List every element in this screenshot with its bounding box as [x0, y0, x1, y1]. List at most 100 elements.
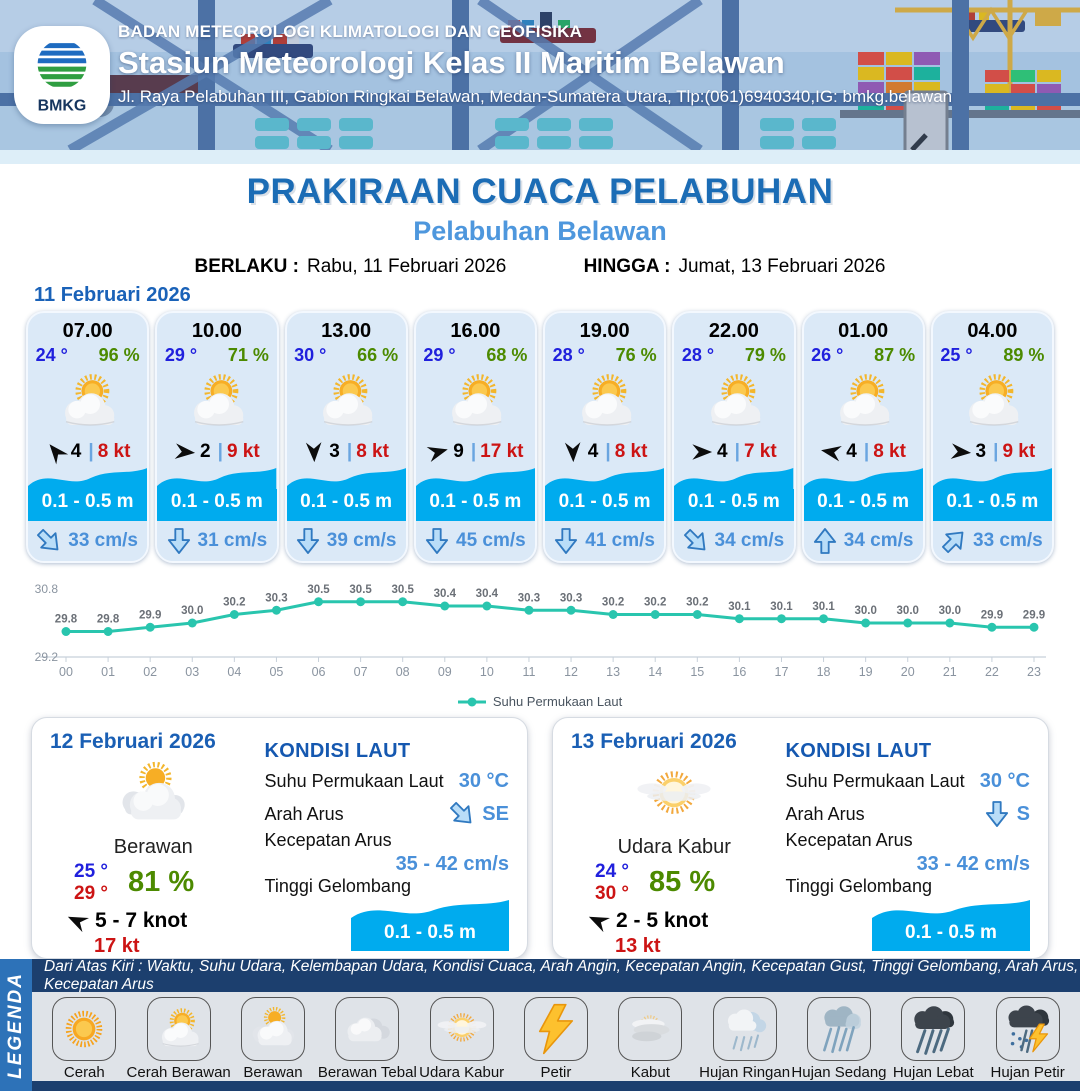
daily-card: 12 Februari 2026 Berawan 25 ° 29 ° 81 % …: [31, 717, 528, 959]
wind-force: 4: [846, 441, 857, 462]
current-direction-icon: [677, 523, 714, 560]
wave-height: 0.1 - 0.5 m: [545, 489, 665, 521]
legend-item: Hujan Lebat: [887, 997, 979, 1081]
forecast-card: 04.00 25 ° 89 % 3 | 9 kt 0.1 - 0.5 m 33 c…: [930, 311, 1054, 563]
temperature: 30 °: [294, 345, 327, 365]
weather-icon: [565, 367, 645, 437]
forecast-card: 16.00 29 ° 68 % 9 | 17 kt 0.1 - 0.5 m 45 …: [413, 311, 537, 563]
svg-text:30.8: 30.8: [35, 582, 59, 596]
temperature: 29 °: [164, 345, 198, 365]
wind-range: 2 - 5 knot: [616, 908, 709, 932]
sst-value: 30 °C: [458, 770, 509, 792]
forecast-time: 07.00: [62, 320, 113, 342]
daily-date: 12 Februari 2026: [50, 730, 216, 753]
svg-text:29.8: 29.8: [97, 614, 120, 626]
svg-text:12: 12: [564, 665, 578, 679]
svg-text:16: 16: [732, 665, 746, 679]
wind-force: 3: [975, 441, 987, 462]
separator: |: [863, 441, 870, 462]
current-speed: 31 cm/s: [197, 530, 268, 551]
petir-icon: [523, 997, 588, 1061]
hujan-sedang-icon: [806, 997, 871, 1061]
legend-item-label: Hujan Ringan: [699, 1064, 791, 1081]
wind-direction-icon: [949, 440, 973, 464]
wind-direction-icon: [173, 440, 197, 464]
svg-text:01: 01: [101, 665, 115, 679]
hourly-forecast-row: 07.00 24 ° 96 % 4 | 8 kt 0.1 - 0.5 m 33 c…: [0, 309, 1080, 563]
page-title: PRAKIRAAN CUACA PELABUHAN: [246, 172, 834, 211]
legend-caption: Dari Atas Kiri : Waktu, Suhu Udara, Kele…: [32, 958, 1080, 993]
legend-series-label: Suhu Permukaan Laut: [492, 694, 623, 709]
wind-direction-icon: [583, 906, 612, 935]
wave-height-box: 0.1 - 0.5 m: [871, 897, 1030, 951]
wave-height-label: Tinggi Gelombang: [264, 876, 411, 896]
wave-height: 0.1 - 0.5 m: [932, 489, 1052, 521]
separator: |: [88, 441, 94, 462]
wave-height: 0.1 - 0.5 m: [157, 489, 277, 521]
humidity: 85 %: [649, 866, 716, 899]
cerah-berawan-icon: [146, 997, 211, 1061]
forecast-card: 22.00 28 ° 79 % 4 | 7 kt 0.1 - 0.5 m 34 c…: [672, 311, 796, 563]
svg-text:30.4: 30.4: [434, 588, 457, 600]
forecast-card: 10.00 29 ° 71 % 2 | 9 kt 0.1 - 0.5 m 31 c…: [155, 311, 279, 563]
svg-text:06: 06: [312, 665, 326, 679]
wave-icon: [803, 468, 923, 489]
title-block: PRAKIRAAN CUACA PELABUHAN Pelabuhan Bela…: [0, 164, 1080, 278]
wave-height-label: Tinggi Gelombang: [785, 876, 932, 896]
svg-text:13: 13: [606, 665, 620, 679]
sea-condition-heading: KONDISI LAUT: [264, 740, 411, 762]
svg-text:21: 21: [943, 665, 957, 679]
current-direction-icon: [167, 527, 191, 555]
sea-condition-heading: KONDISI LAUT: [785, 740, 932, 762]
weather-icon: [952, 367, 1032, 437]
wave-icon: [871, 900, 1030, 921]
validity-row: BERLAKU : Rabu, 11 Februari 2026 HINGGA :…: [0, 256, 1080, 278]
svg-text:00: 00: [59, 665, 73, 679]
wind-direction-icon: [819, 439, 844, 464]
svg-text:19: 19: [859, 665, 873, 679]
legend-item: Udara Kabur: [416, 997, 508, 1081]
separator: |: [470, 441, 477, 462]
sst-value: 30 °C: [979, 770, 1030, 792]
legend-item-label: Hujan Lebat: [892, 1064, 974, 1081]
forecast-card: 07.00 24 ° 96 % 4 | 8 kt 0.1 - 0.5 m 33 c…: [26, 311, 150, 563]
separator: |: [605, 441, 611, 462]
wave-height-value: 0.1 - 0.5 m: [871, 921, 1030, 951]
udara-kabur-icon: [429, 997, 494, 1061]
wind-speed: 17 kt: [480, 441, 524, 462]
weather-icon: [48, 367, 128, 437]
current-speed-value: 33 - 42 cm/s: [916, 853, 1030, 875]
wave-height: 0.1 - 0.5 m: [286, 489, 406, 521]
humidity: 81 %: [128, 866, 195, 899]
berlaku-label: BERLAKU :: [194, 256, 300, 277]
separator: |: [217, 441, 223, 462]
svg-text:30.1: 30.1: [770, 601, 793, 613]
svg-text:11: 11: [522, 665, 535, 679]
svg-text:29.9: 29.9: [139, 609, 161, 621]
wind-force: 4: [717, 441, 728, 462]
legend-item: Berawan: [227, 997, 319, 1081]
hingga-label: HINGGA :: [583, 256, 671, 277]
daily-date: 13 Februari 2026: [571, 730, 737, 753]
svg-text:03: 03: [185, 665, 199, 679]
wind-speed: 9 kt: [226, 441, 260, 462]
kabut-icon: [618, 997, 683, 1061]
humidity: 79 %: [744, 345, 786, 365]
wave-icon: [415, 468, 535, 489]
temp-min: 25 °: [74, 861, 109, 882]
current-speed: 33 cm/s: [973, 530, 1043, 551]
wave-section: 0.1 - 0.5 m: [28, 465, 148, 521]
gust-speed: 13 kt: [615, 934, 661, 957]
current-direction-icon: [444, 796, 481, 833]
svg-text:30.4: 30.4: [476, 588, 499, 600]
legend-item-label: Udara Kabur: [419, 1064, 505, 1081]
berawan-icon: [240, 997, 305, 1061]
svg-text:18: 18: [817, 665, 831, 679]
temperature: 28 °: [552, 345, 585, 365]
wave-icon: [28, 468, 148, 489]
forecast-time: 10.00: [191, 320, 242, 342]
legend-item-label: Berawan: [243, 1064, 303, 1081]
header-banner: BMKG BADAN METEOROLOGI KLIMATOLOGI DAN G…: [0, 0, 1080, 150]
hujan-petir-icon: [995, 997, 1060, 1061]
